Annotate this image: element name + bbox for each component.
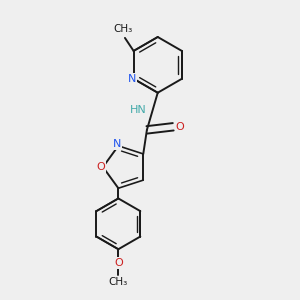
Text: O: O (176, 122, 184, 132)
Text: CH₃: CH₃ (114, 24, 133, 34)
Text: N: N (112, 139, 121, 149)
Text: O: O (114, 258, 123, 268)
Text: CH₃: CH₃ (109, 277, 128, 287)
Text: O: O (96, 162, 105, 172)
Text: HN: HN (130, 105, 147, 115)
Text: N: N (128, 74, 136, 84)
